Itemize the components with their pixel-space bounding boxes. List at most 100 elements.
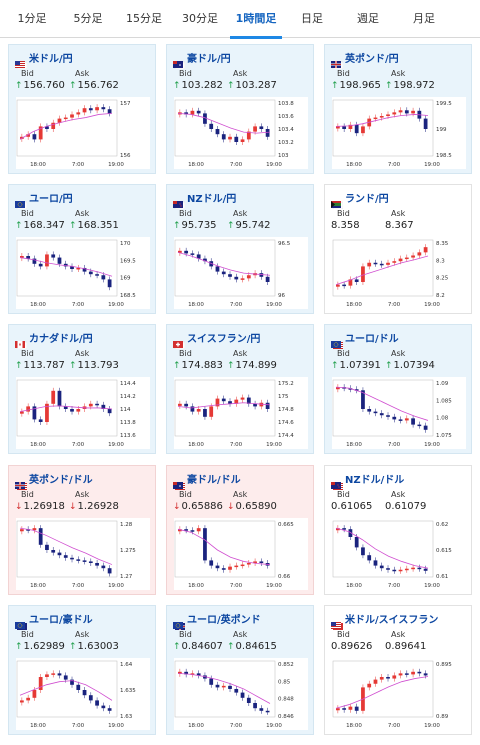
pair-name[interactable]: カナダドル/円 [29, 333, 93, 345]
rate-card[interactable]: カナダドル/円 Bid Ask ↑113.787 ↑113.793 114.4 114.2 1… [8, 324, 156, 454]
price-chart[interactable]: 1.09 1.085 1.08 1.075 18:00 7:00 19:00 [332, 377, 466, 449]
arrow-up-icon: ↑ [227, 81, 235, 91]
ask-label: Ask [391, 69, 406, 78]
card-header: 英ポンド/円 [331, 50, 399, 69]
candle [246, 697, 251, 703]
pair-name[interactable]: ランド/円 [345, 193, 389, 205]
y-tick-label: 157 [120, 101, 131, 107]
candle [45, 254, 49, 267]
y-tick-label: 96.5 [278, 241, 291, 247]
rate-card[interactable]: ユーロ/豪ドル Bid Ask ↑1.62989 ↑1.63003 1.64 1.635 1.… [8, 605, 156, 735]
pair-name[interactable]: 豪ドル/ドル [187, 474, 241, 486]
tab-3[interactable]: 30分足 [182, 12, 218, 25]
card-header: ランド/円 [331, 190, 389, 209]
pair-name[interactable]: ユーロ/ドル [345, 333, 399, 345]
candle [76, 112, 81, 115]
rate-card[interactable]: ランド/円 Bid Ask 8.358 8.367 8.35 8.3 8.25 8.2 18:00… [324, 184, 472, 314]
price-chart-svg: 1.64 1.635 1.63 18:00 7:00 19:00 [16, 660, 136, 729]
y-tick-label: 1.635 [120, 688, 136, 694]
rate-card[interactable]: 米ドル/円 Bid Ask ↑156.760 ↑156.762 157 156 18:00 7:… [8, 44, 156, 174]
price-chart[interactable]: 0.62 0.615 0.61 18:00 7:00 19:00 [332, 518, 466, 590]
candle [234, 565, 239, 568]
rate-card[interactable]: 英ポンド/ドル Bid Ask ↓1.26918 ↓1.26928 1.28 1.275 1.… [8, 465, 156, 595]
pair-name[interactable]: NZドル/ドル [345, 474, 405, 486]
candle [228, 274, 232, 277]
rate-card[interactable]: 豪ドル/円 Bid Ask ↑103.282 ↑103.287 103.8 103.6 103… [166, 44, 314, 174]
chart-frame [332, 239, 434, 297]
moving-average-line [177, 528, 271, 565]
candle [259, 126, 264, 129]
tab-6[interactable]: 週足 [357, 12, 379, 25]
rate-card[interactable]: NZドル/ドル Bid Ask 0.61065 0.61079 0.62 0.615 0.61… [324, 465, 472, 595]
pair-name[interactable]: ユーロ/英ポンド [187, 614, 261, 626]
bid-label: Bid [337, 630, 350, 639]
pair-name[interactable]: 英ポンド/円 [345, 53, 399, 65]
pair-name[interactable]: 豪ドル/円 [187, 53, 231, 65]
flag-icon [173, 54, 186, 69]
candle [95, 274, 99, 276]
rate-card[interactable]: 米ドル/スイスフラン Bid Ask 0.89626 0.89641 0.895 0.89 1… [324, 605, 472, 735]
rate-card[interactable]: スイスフラン/円 Bid Ask ↑174.883 ↑174.899 175.2 175 17… [166, 324, 314, 454]
rate-card[interactable]: NZドル/円 Bid Ask ↑95.735 ↑95.742 96.5 96 18:00 7:0… [166, 184, 314, 314]
price-chart[interactable]: 114.4 114.2 114 113.8 113.6 18:00 7:00 19:00 [16, 377, 150, 449]
y-tick-label: 103 [278, 153, 289, 159]
tab-0[interactable]: 1分足 [17, 12, 47, 25]
bid-value: ↑1.07391 [331, 360, 381, 371]
y-tick-label: 103.8 [278, 101, 294, 107]
price-chart[interactable]: 103.8 103.6 103.4 103.2 103 18:00 7:00 19:00 [174, 97, 308, 169]
candle [26, 256, 31, 259]
candle [209, 123, 214, 129]
tab-4[interactable]: 1時間足 [230, 0, 282, 39]
price-chart[interactable]: 0.852 0.85 0.848 0.846 18:00 7:00 19:00 [174, 658, 308, 730]
price-chart[interactable]: 0.895 0.89 18:00 7:00 19:00 [332, 658, 466, 730]
rate-card[interactable]: ユーロ/英ポンド Bid Ask ↑0.84607 ↑0.84615 0.852 0.85 0… [166, 605, 314, 735]
candle [209, 678, 214, 685]
candle [51, 390, 56, 404]
price-chart[interactable]: 96.5 96 18:00 7:00 19:00 [174, 237, 308, 309]
ask-label: Ask [75, 349, 90, 358]
price-chart[interactable]: 175.2 175 174.8 174.6 174.4 18:00 7:00 19:00 [174, 377, 308, 449]
rate-card[interactable]: 英ポンド/円 Bid Ask ↑198.965 ↑198.972 199.5 199 198.… [324, 44, 472, 174]
pair-name[interactable]: 英ポンド/ドル [29, 474, 93, 486]
pair-name[interactable]: スイスフラン/円 [187, 333, 261, 345]
price-chart[interactable]: 157 156 18:00 7:00 19:00 [16, 97, 150, 169]
price-chart[interactable]: 170 169.5 169 168.5 18:00 7:00 19:00 [16, 237, 150, 309]
tab-2[interactable]: 15分足 [126, 12, 162, 25]
rate-card[interactable]: ユーロ/ドル Bid Ask ↑1.07391 ↑1.07394 1.09 1.085 1.0… [324, 324, 472, 454]
candle [209, 406, 214, 417]
price-chart[interactable]: 199.5 199 198.5 18:00 7:00 19:00 [332, 97, 466, 169]
y-tick-label: 170 [120, 241, 131, 247]
flag-icon [15, 334, 28, 349]
tab-1[interactable]: 5分足 [73, 12, 103, 25]
price-chart[interactable]: 1.28 1.275 1.27 18:00 7:00 19:00 [16, 518, 150, 590]
x-tick-label: 19:00 [108, 723, 124, 729]
candle [265, 402, 270, 409]
chart-frame [16, 379, 118, 437]
price-chart[interactable]: 8.35 8.3 8.25 8.2 18:00 7:00 19:00 [332, 237, 466, 309]
moving-average-line [19, 680, 113, 701]
ask-label: Ask [75, 69, 90, 78]
price-chart[interactable]: 1.64 1.635 1.63 18:00 7:00 19:00 [16, 658, 150, 730]
price-chart-svg: 96.5 96 18:00 7:00 19:00 [174, 239, 291, 308]
bid-label: Bid [21, 69, 34, 78]
ask-value: ↓1.26928 [69, 501, 119, 512]
bid-value: 0.61065 [331, 501, 373, 512]
pair-name[interactable]: 米ドル/円 [29, 53, 73, 65]
card-header: 米ドル/円 [15, 50, 73, 69]
price-chart[interactable]: 0.665 0.66 18:00 7:00 19:00 [174, 518, 308, 590]
x-tick-label: 18:00 [30, 583, 46, 589]
tab-5[interactable]: 日足 [301, 12, 323, 25]
pair-name[interactable]: NZドル/円 [187, 193, 237, 205]
pair-name[interactable]: 米ドル/スイスフラン [345, 614, 439, 626]
tab-7[interactable]: 月足 [413, 12, 435, 25]
rate-card[interactable]: 豪ドル/ドル Bid Ask ↓0.65886 ↓0.65890 0.665 0.66 18:… [166, 465, 314, 595]
y-tick-label: 174.8 [278, 407, 294, 413]
flag-icon [173, 194, 186, 209]
pair-name[interactable]: ユーロ/豪ドル [29, 614, 93, 626]
bid-value: ↑168.347 [15, 220, 65, 231]
pair-name[interactable]: ユーロ/円 [29, 193, 73, 205]
bid-label: Bid [179, 209, 192, 218]
rate-card[interactable]: ユーロ/円 Bid Ask ↑168.347 ↑168.351 170 169.5 169 16… [8, 184, 156, 314]
candle [259, 708, 264, 711]
y-tick-label: 103.2 [278, 140, 294, 146]
